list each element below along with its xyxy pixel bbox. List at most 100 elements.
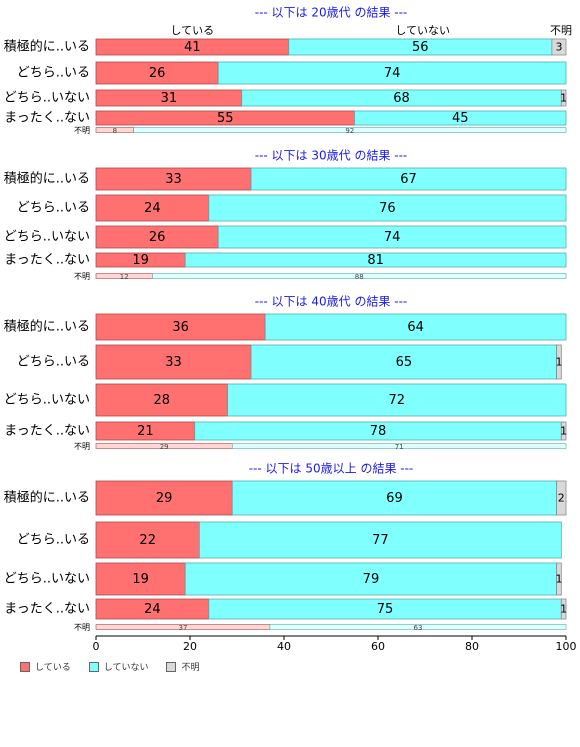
fumei-data-label: 63 bbox=[413, 624, 422, 632]
x-tick-label: 20 bbox=[183, 640, 197, 653]
data-label: 55 bbox=[217, 111, 234, 126]
fumei-segment bbox=[232, 443, 567, 449]
category-label: どちら..いない bbox=[4, 393, 90, 408]
category-label: 積極的に..いる bbox=[4, 39, 90, 55]
data-label: 22 bbox=[139, 533, 156, 548]
data-label: 1 bbox=[555, 573, 562, 586]
data-label: 24 bbox=[144, 602, 161, 617]
bar-segment-fumei bbox=[560, 89, 567, 107]
bar-segment-shiteinai bbox=[184, 562, 557, 596]
bar-segment-shiteinai bbox=[217, 61, 567, 85]
bar-segment-shiteiru bbox=[95, 480, 233, 516]
data-label: 19 bbox=[132, 253, 149, 268]
category-label: どちら..いる bbox=[17, 355, 90, 370]
data-label: 26 bbox=[149, 230, 166, 245]
data-label: 31 bbox=[161, 91, 178, 106]
data-label: 1 bbox=[560, 603, 567, 616]
data-label: 72 bbox=[389, 393, 406, 408]
bar-segment-fumei bbox=[556, 562, 562, 596]
fumei-data-label: 37 bbox=[178, 624, 187, 632]
chart-legend: している していない 不明 bbox=[20, 660, 199, 673]
bar-segment-shiteiru bbox=[95, 344, 252, 380]
data-label: 76 bbox=[379, 201, 396, 216]
category-label: まったく..ない bbox=[4, 111, 90, 126]
data-label: 56 bbox=[412, 40, 429, 55]
header-label-fumei: 不明 bbox=[550, 24, 572, 37]
category-label: まったく..ない bbox=[4, 602, 90, 617]
bar-segment-shiteinai bbox=[354, 110, 567, 126]
legend-swatch-red bbox=[20, 661, 30, 672]
data-label: 26 bbox=[149, 66, 166, 81]
fumei-data-label: 71 bbox=[395, 443, 404, 451]
category-label: まったく..ない bbox=[4, 253, 90, 268]
category-label: 積極的に..いる bbox=[4, 171, 90, 187]
bar-segment-shiteinai bbox=[231, 480, 557, 516]
data-label: 64 bbox=[407, 320, 424, 335]
bar-segment-fumei bbox=[556, 480, 567, 516]
bar-segment-shiteinai bbox=[250, 344, 558, 380]
x-tick-label: 100 bbox=[556, 640, 577, 653]
category-label: どちら..いる bbox=[17, 201, 90, 216]
data-label: 29 bbox=[156, 491, 173, 506]
category-label: どちら..いる bbox=[17, 533, 90, 548]
bar-segment-shiteinai bbox=[198, 521, 562, 559]
fumei-row-label: 不明 bbox=[74, 126, 90, 135]
bar-segment-shiteinai bbox=[184, 252, 567, 268]
category-label: どちら..いない bbox=[4, 572, 90, 587]
bar-segment-shiteinai bbox=[208, 194, 567, 222]
bar-segment-shiteinai bbox=[217, 225, 567, 249]
data-label: 1 bbox=[560, 92, 567, 105]
panel-title: --- 以下は 50歳以上 の結果 --- bbox=[249, 462, 414, 476]
data-label: 77 bbox=[372, 533, 389, 548]
legend-item-fumei: 不明 bbox=[166, 660, 199, 673]
data-label: 33 bbox=[165, 355, 182, 370]
fumei-data-label: 88 bbox=[355, 273, 364, 281]
fumei-segment bbox=[269, 624, 567, 630]
fumei-row-label: 不明 bbox=[74, 623, 90, 632]
legend-label: している bbox=[35, 663, 71, 673]
bar-segment-fumei bbox=[556, 344, 562, 380]
x-tick-label: 80 bbox=[465, 640, 479, 653]
data-label: 78 bbox=[370, 424, 387, 439]
bar-segment-shiteiru bbox=[95, 194, 210, 222]
data-label: 3 bbox=[555, 41, 562, 54]
data-label: 68 bbox=[393, 91, 410, 106]
fumei-segment bbox=[133, 127, 567, 133]
fumei-data-label: 92 bbox=[345, 127, 354, 135]
data-label: 75 bbox=[377, 602, 394, 617]
data-label: 21 bbox=[137, 424, 154, 439]
data-label: 79 bbox=[363, 572, 380, 587]
legend-swatch-cyan bbox=[88, 661, 99, 672]
fumei-data-label: 29 bbox=[160, 443, 169, 451]
bar-segment-shiteinai bbox=[250, 167, 567, 191]
header-label-shiteinai: していない bbox=[395, 24, 450, 37]
bar-segment-shiteinai bbox=[264, 313, 567, 341]
bar-segment-shiteiru bbox=[95, 383, 229, 417]
panel-title: --- 以下は 20歳代 の結果 --- bbox=[255, 6, 408, 20]
category-label: 積極的に..いる bbox=[4, 490, 90, 506]
data-label: 74 bbox=[384, 230, 401, 245]
category-label: どちら..いる bbox=[17, 66, 90, 81]
data-label: 74 bbox=[384, 66, 401, 81]
bar-segment-shiteiru bbox=[95, 313, 266, 341]
legend-label: 不明 bbox=[181, 663, 200, 673]
data-label: 69 bbox=[386, 491, 403, 506]
x-tick-label: 0 bbox=[93, 640, 100, 653]
data-label: 67 bbox=[400, 172, 417, 187]
x-tick-label: 60 bbox=[371, 640, 385, 653]
panel-title: --- 以下は 40歳代 の結果 --- bbox=[255, 295, 408, 309]
fumei-segment bbox=[152, 273, 567, 279]
bar-segment-fumei bbox=[560, 598, 567, 620]
legend-item-shiteiru: している bbox=[20, 660, 71, 673]
fumei-row-label: 不明 bbox=[74, 272, 90, 281]
data-label: 28 bbox=[154, 393, 171, 408]
x-tick-label: 40 bbox=[277, 640, 291, 653]
bar-segment-shiteiru bbox=[95, 521, 200, 559]
data-label: 19 bbox=[132, 572, 149, 587]
category-label: どちら..いない bbox=[4, 91, 90, 106]
data-label: 45 bbox=[452, 111, 469, 126]
category-label: 積極的に..いる bbox=[4, 319, 90, 335]
bar-segment-fumei bbox=[560, 421, 567, 441]
fumei-data-label: 12 bbox=[120, 273, 129, 281]
